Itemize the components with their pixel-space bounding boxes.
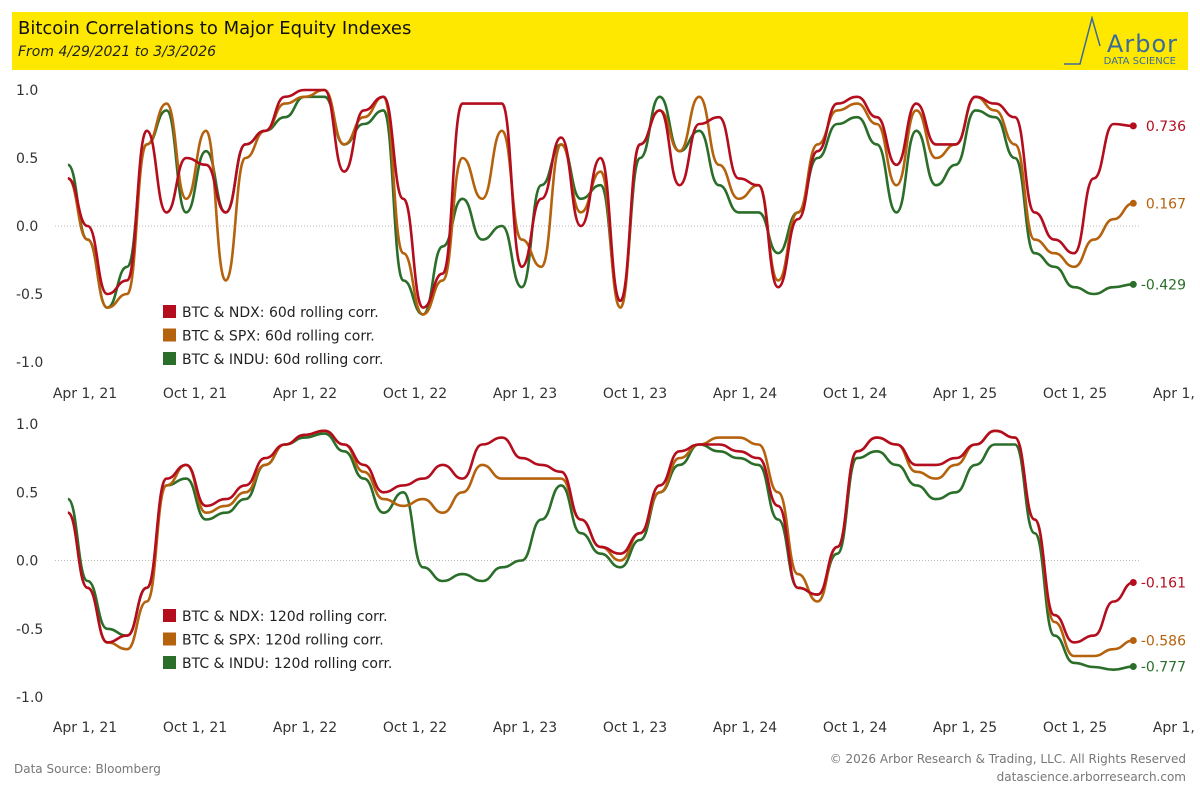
- y-tick-label: -0.5: [16, 287, 43, 303]
- x-tick-label: Oct 1, 25: [1043, 720, 1107, 736]
- y-tick-label: 0.5: [16, 485, 38, 501]
- x-tick-label: Oct 1, 24: [823, 386, 887, 402]
- y-tick-label: -1.0: [16, 690, 43, 706]
- series-endpoint-ndx: [1129, 578, 1137, 586]
- series-line-ndx: [67, 88, 1134, 309]
- legend-label-indu: BTC & INDU: 60d rolling corr.: [182, 352, 383, 368]
- legend-swatch-ndx: [163, 305, 176, 318]
- series-line-spx: [67, 88, 1134, 316]
- x-tick-label: Apr 1, 26: [1153, 720, 1200, 736]
- x-tick-label: Oct 1, 22: [383, 720, 447, 736]
- y-tick-label: 0.0: [16, 219, 38, 235]
- legend-swatch-spx: [163, 328, 176, 342]
- legend-label-ndx: BTC & NDX: 120d rolling corr.: [182, 609, 388, 625]
- legend-swatch-indu: [163, 352, 176, 365]
- x-tick-label: Apr 1, 24: [713, 386, 777, 402]
- legend-label-ndx: BTC & NDX: 60d rolling corr.: [182, 305, 379, 321]
- x-tick-label: Oct 1, 21: [163, 386, 227, 402]
- x-tick-label: Apr 1, 25: [933, 386, 997, 402]
- x-tick-label: Apr 1, 22: [273, 386, 337, 402]
- end-value-label-indu: -0.777: [1141, 660, 1186, 676]
- legend-label-spx: BTC & SPX: 60d rolling corr.: [182, 329, 375, 345]
- arbor-logo: Arbor DATA SCIENCE: [1062, 16, 1182, 68]
- copyright: © 2026 Arbor Research & Trading, LLC. Al…: [829, 752, 1186, 766]
- y-tick-label: -1.0: [16, 355, 43, 371]
- logo-mark-icon: [1064, 16, 1101, 65]
- y-tick-label: 0.5: [16, 151, 38, 167]
- x-tick-label: Apr 1, 26: [1153, 386, 1200, 402]
- series-endpoint-ndx: [1129, 122, 1137, 130]
- chart-subtitle: From 4/29/2021 to 3/3/2026: [18, 44, 217, 60]
- logo-subtext: DATA SCIENCE: [1103, 56, 1176, 67]
- legend-swatch-spx: [163, 632, 176, 646]
- y-tick-label: 1.0: [16, 417, 38, 433]
- end-value-label-spx: 0.167: [1146, 196, 1186, 212]
- end-value-label-indu: -0.429: [1141, 277, 1186, 293]
- series-endpoint-spx: [1129, 199, 1137, 207]
- series-endpoint-indu: [1129, 663, 1137, 671]
- chart-title: Bitcoin Correlations to Major Equity Ind…: [18, 18, 412, 39]
- legend-swatch-indu: [163, 656, 176, 669]
- legend-label-indu: BTC & INDU: 120d rolling corr.: [182, 656, 392, 672]
- header-banner: Bitcoin Correlations to Major Equity Ind…: [12, 12, 1188, 70]
- x-tick-label: Oct 1, 23: [603, 720, 667, 736]
- x-tick-label: Apr 1, 21: [53, 386, 117, 402]
- x-tick-label: Oct 1, 23: [603, 386, 667, 402]
- x-tick-label: Oct 1, 25: [1043, 386, 1107, 402]
- end-value-label-ndx: 0.736: [1146, 119, 1186, 135]
- x-tick-label: Apr 1, 23: [493, 386, 557, 402]
- x-tick-label: Apr 1, 25: [933, 720, 997, 736]
- x-tick-label: Apr 1, 22: [273, 720, 337, 736]
- series-line-ndx: [66, 429, 1134, 644]
- website-link[interactable]: datascience.arborresearch.com: [996, 770, 1186, 784]
- series-endpoint-spx: [1129, 636, 1137, 644]
- legend-swatch-ndx: [163, 609, 176, 622]
- end-value-label-ndx: -0.161: [1141, 575, 1186, 591]
- x-tick-label: Apr 1, 21: [53, 720, 117, 736]
- end-value-label-spx: -0.586: [1141, 633, 1186, 649]
- legend-label-spx: BTC & SPX: 120d rolling corr.: [182, 633, 384, 649]
- x-tick-label: Apr 1, 24: [713, 720, 777, 736]
- series-endpoint-indu: [1129, 280, 1137, 288]
- logo-text: Arbor: [1106, 30, 1178, 58]
- y-tick-label: 0.0: [16, 554, 38, 570]
- data-source: Data Source: Bloomberg: [14, 762, 161, 776]
- y-tick-label: -0.5: [16, 622, 43, 638]
- x-tick-label: Oct 1, 22: [383, 386, 447, 402]
- y-tick-label: 1.0: [16, 83, 38, 99]
- series-line-indu: [66, 95, 1134, 316]
- series-line-indu: [66, 432, 1134, 671]
- x-tick-label: Oct 1, 21: [163, 720, 227, 736]
- x-tick-label: Oct 1, 24: [823, 720, 887, 736]
- x-tick-label: Apr 1, 23: [493, 720, 557, 736]
